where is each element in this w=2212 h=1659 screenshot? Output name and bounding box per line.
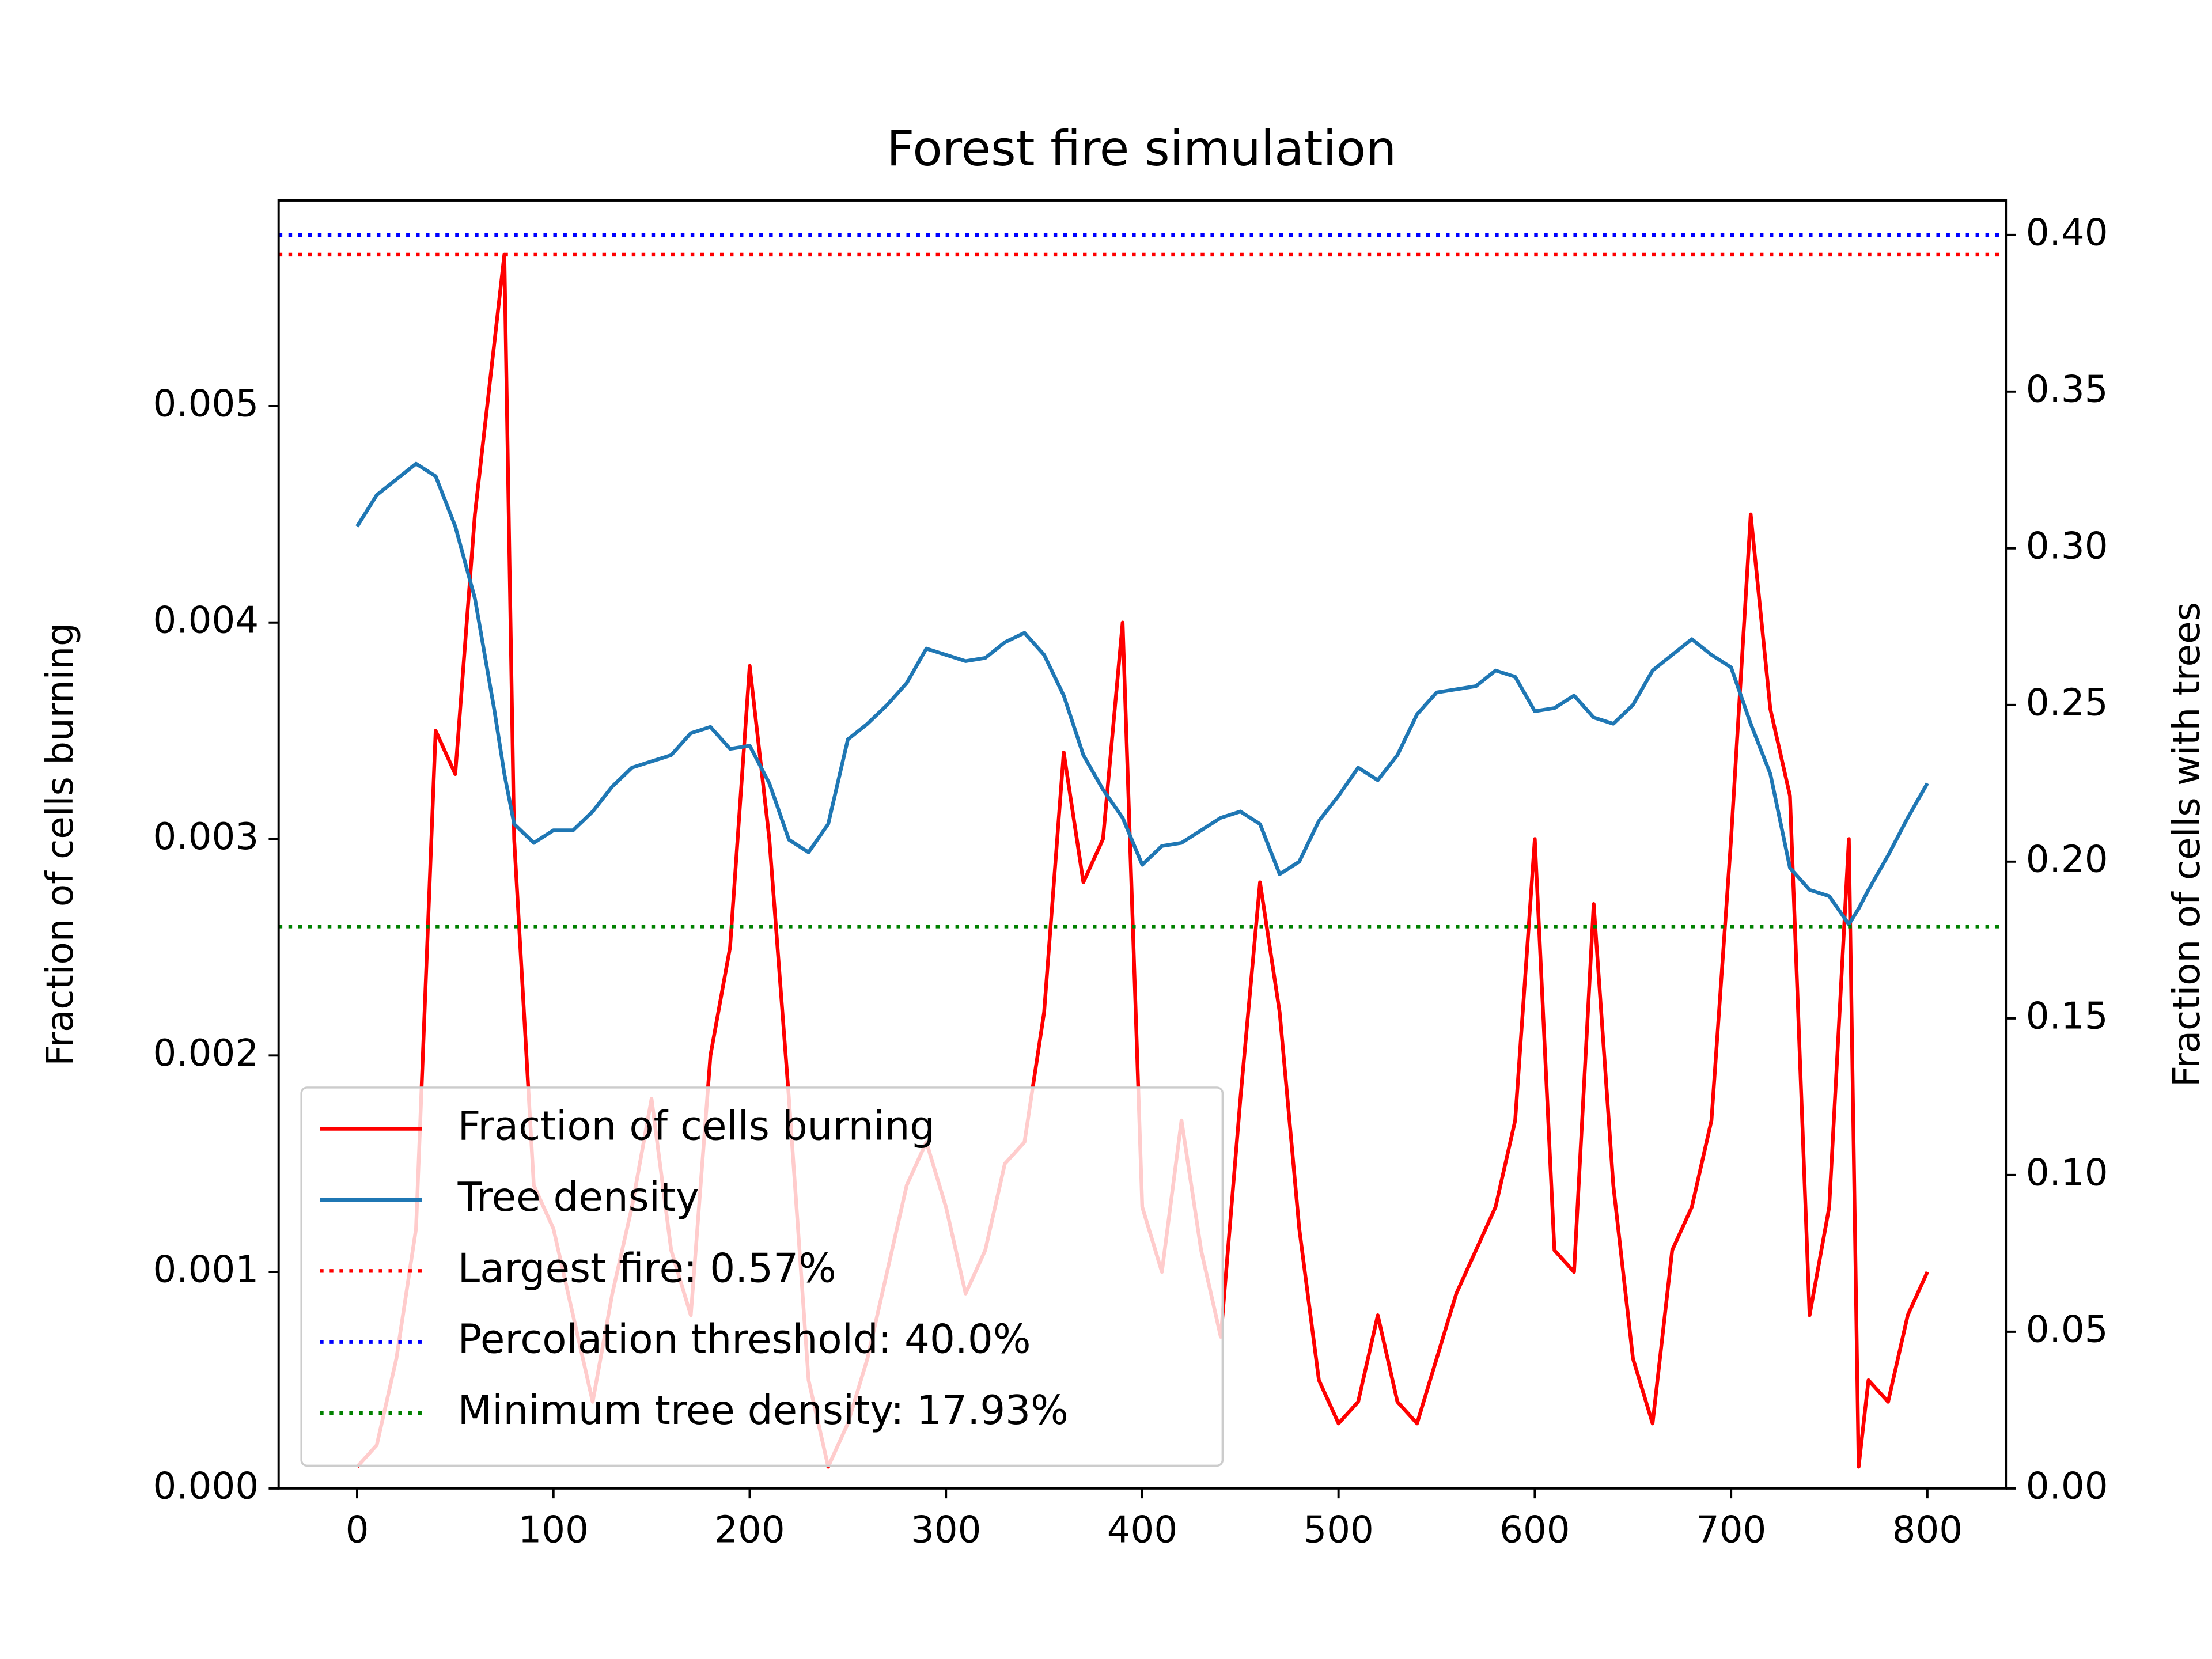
y2-tick-label: 0.35 [2026, 368, 2108, 411]
y2-tick-label: 0.20 [2026, 838, 2108, 881]
y-axis-label: Fraction of cells burning [39, 623, 82, 1066]
x-tick-label: 200 [714, 1509, 785, 1552]
legend-label: Tree density [457, 1175, 699, 1221]
legend: Fraction of cells burning Tree density Lar… [300, 1086, 1224, 1467]
x-tick-label: 800 [1892, 1509, 1963, 1552]
y2-tick-label: 0.40 [2026, 211, 2108, 254]
data-line [355, 461, 1929, 926]
legend-label: Percolation threshold: 40.0% [458, 1317, 1031, 1363]
y2-tick-label: 0.25 [2026, 681, 2108, 724]
y-tick-label: 0.002 [153, 1032, 259, 1075]
y2-tick-label: 0.30 [2026, 524, 2108, 567]
x-tick-label: 0 [346, 1509, 369, 1552]
legend-label: Largest fire: 0.57% [458, 1245, 836, 1291]
y-tick-label: 0.003 [153, 815, 259, 858]
x-tick-label: 400 [1107, 1509, 1177, 1552]
y2-tick-label: 0.00 [2026, 1464, 2108, 1508]
y-tick-label: 0.000 [153, 1464, 259, 1508]
y-tick-label: 0.001 [153, 1248, 259, 1291]
x-tick-label: 300 [911, 1509, 981, 1552]
x-tick-label: 100 [518, 1509, 588, 1552]
y2-axis-label: Fraction of cells with trees [2165, 602, 2209, 1087]
y2-tick-label: 0.10 [2026, 1151, 2108, 1194]
y-tick-label: 0.005 [153, 382, 259, 426]
y-tick-label: 0.004 [153, 599, 259, 642]
y2-tick-label: 0.15 [2026, 994, 2108, 1037]
x-tick-label: 600 [1499, 1509, 1570, 1552]
x-tick-label: 500 [1303, 1509, 1373, 1552]
legend-label: Fraction of cells burning [458, 1104, 935, 1150]
x-tick-label: 700 [1696, 1509, 1766, 1552]
legend-box [300, 1086, 1224, 1467]
legend-label: Minimum tree density: 17.93% [458, 1388, 1069, 1434]
y2-tick-label: 0.05 [2026, 1308, 2108, 1351]
chart-title: Forest fire simulation [887, 120, 1396, 177]
